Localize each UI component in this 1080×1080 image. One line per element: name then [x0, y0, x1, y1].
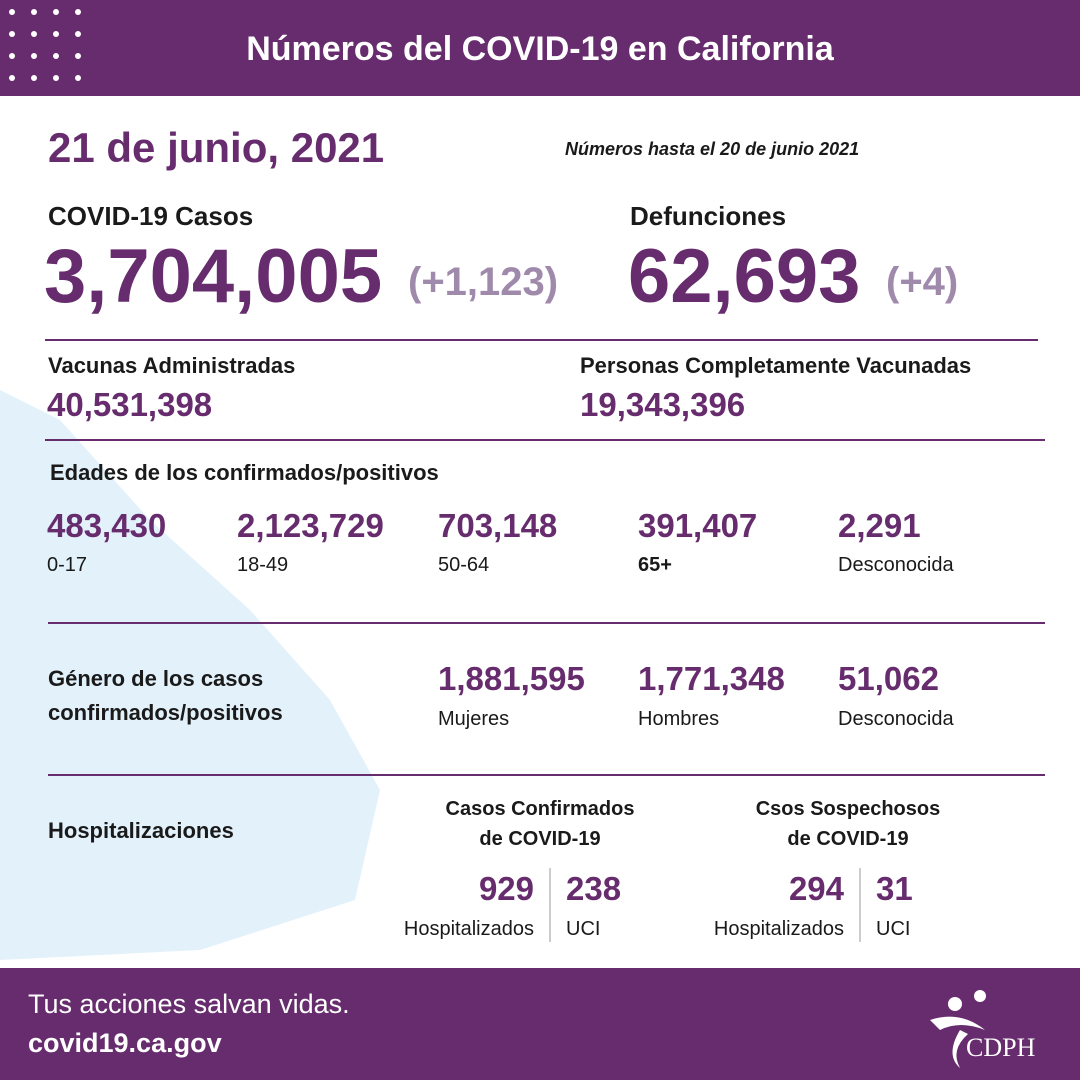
- hosp-value: 929: [479, 870, 534, 907]
- icu-value: 31: [876, 870, 913, 907]
- gender-label: Desconocida: [838, 708, 955, 730]
- title: Números del COVID-19 en California: [246, 30, 835, 68]
- gender-label: Hombres: [638, 708, 719, 730]
- cases-change: (+1,123): [408, 260, 558, 304]
- hosp-heading: de COVID-19: [479, 828, 600, 850]
- deaths-value: 62,693: [628, 234, 860, 319]
- icu-label: UCI: [566, 918, 600, 940]
- as-of: Números hasta el 20 de junio 2021: [565, 139, 859, 159]
- gender-label: Mujeres: [438, 708, 509, 730]
- age-label: 0-17: [47, 554, 87, 576]
- cases-value: 3,704,005: [44, 234, 382, 319]
- tagline: Tus acciones salvan vidas.: [28, 989, 350, 1019]
- cases-label: COVID-19 Casos: [48, 201, 253, 231]
- age-label: Desconocida: [838, 554, 955, 576]
- hosp-heading: de COVID-19: [787, 828, 908, 850]
- gender-value: 1,881,595: [438, 660, 585, 697]
- ages: 483,430 0-17 2,123,729 18-49 703,148 50-64 391…: [47, 507, 955, 576]
- gender-title: confirmados/positivos: [48, 700, 283, 725]
- header-band: [0, 0, 1080, 96]
- map-shape: [0, 390, 380, 960]
- fully-vaccinated-label: Personas Completamente Vacunadas: [580, 353, 971, 378]
- logo-figure: [930, 990, 986, 1068]
- fully-vaccinated-value: 19,343,396: [580, 386, 745, 423]
- gender-value: 1,771,348: [638, 660, 785, 697]
- age-label: 65+: [638, 554, 672, 576]
- gender-value: 51,062: [838, 660, 939, 697]
- hosp-label: Hospitalizados: [714, 918, 844, 940]
- age-value: 2,291: [838, 507, 921, 544]
- deaths-change: (+4): [886, 260, 958, 304]
- age-value: 703,148: [438, 507, 557, 544]
- age-value: 2,123,729: [237, 507, 384, 544]
- vaccines-label: Vacunas Administradas: [48, 353, 295, 378]
- age-label: 50-64: [438, 554, 489, 576]
- logo-text: CDPH: [966, 1033, 1036, 1062]
- hospitalizations: Casos Confirmados de COVID-19 929 Hospitali…: [404, 798, 940, 942]
- vaccines-value: 40,531,398: [47, 386, 212, 423]
- icu-value: 238: [566, 870, 621, 907]
- age-value: 483,430: [47, 507, 166, 544]
- hosp-title: Hospitalizaciones: [48, 818, 234, 843]
- gender: 1,881,595 Mujeres 1,771,348 Hombres 51,062 De…: [438, 660, 955, 730]
- age-value: 391,407: [638, 507, 757, 544]
- url: covid19.ca.gov: [28, 1028, 222, 1058]
- hosp-value: 294: [789, 870, 845, 907]
- hosp-heading: Csos Sospechosos: [756, 798, 941, 820]
- gender-title: Género de los casos: [48, 666, 263, 691]
- date: 21 de junio, 2021: [48, 124, 384, 171]
- ages-title: Edades de los confirmados/positivos: [50, 460, 439, 485]
- icu-label: UCI: [876, 918, 910, 940]
- hosp-label: Hospitalizados: [404, 918, 534, 940]
- dots: [9, 9, 81, 81]
- deaths-label: Defunciones: [630, 201, 786, 231]
- footer-band: [0, 968, 1080, 1080]
- age-label: 18-49: [237, 554, 288, 576]
- hosp-heading: Casos Confirmados: [446, 798, 635, 820]
